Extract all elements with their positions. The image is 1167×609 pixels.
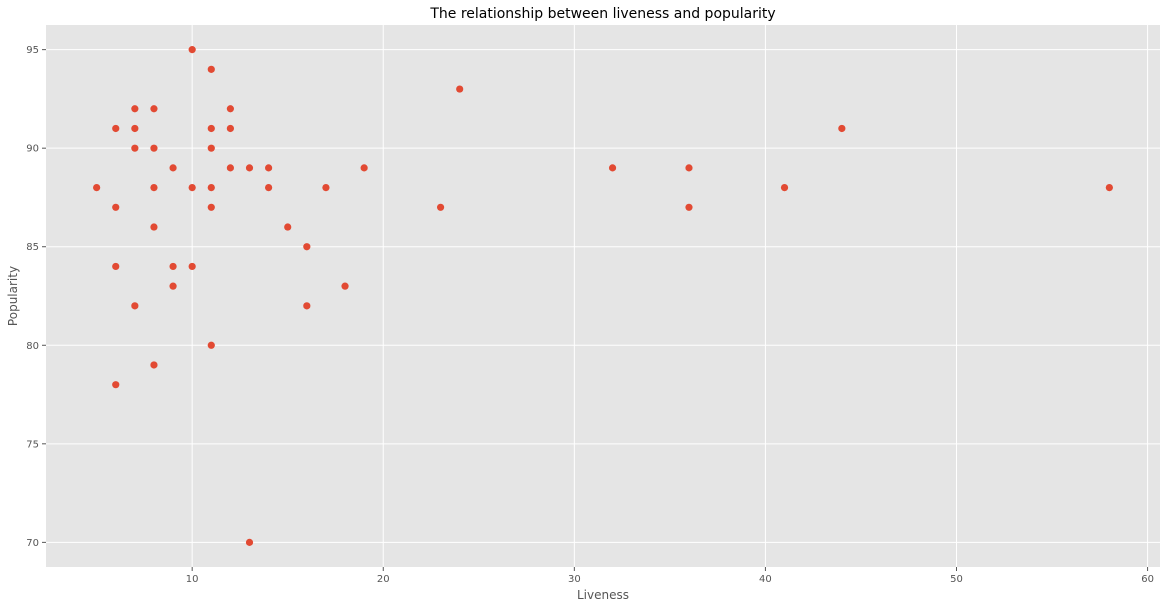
y-axis-label: Popularity — [6, 266, 20, 326]
data-point — [188, 262, 196, 271]
data-point — [169, 164, 177, 172]
data-point — [169, 262, 177, 271]
data-point — [456, 85, 464, 93]
data-point — [245, 164, 254, 172]
y-tick-label: 75 — [26, 439, 39, 450]
chart-title: The relationship between liveness and po… — [429, 6, 775, 22]
data-point — [685, 164, 693, 172]
data-point — [207, 341, 215, 349]
data-point — [341, 282, 349, 290]
data-point — [838, 124, 846, 133]
data-point — [226, 164, 234, 172]
data-point — [93, 184, 101, 192]
data-point — [207, 65, 215, 73]
data-point — [226, 124, 234, 133]
data-point — [207, 144, 215, 152]
grid-lines — [46, 25, 1160, 567]
data-point — [150, 144, 158, 152]
x-tick-label: 30 — [568, 574, 581, 585]
data-point — [150, 361, 158, 369]
data-point — [303, 243, 311, 251]
y-tick-label: 95 — [26, 45, 39, 56]
data-point — [169, 282, 177, 290]
data-point — [436, 203, 445, 211]
data-point — [284, 223, 292, 231]
data-point — [360, 164, 368, 172]
data-point — [188, 46, 196, 54]
y-axis: 70 75 80 85 90 95 — [26, 45, 46, 549]
x-tick-label: 60 — [1141, 574, 1154, 585]
data-point — [188, 184, 196, 192]
x-tick-label: 40 — [759, 574, 772, 585]
data-point — [780, 184, 789, 192]
data-point — [131, 105, 139, 113]
data-point — [226, 105, 234, 113]
x-axis-label: Liveness — [577, 588, 629, 602]
data-point — [150, 184, 158, 192]
data-point — [112, 381, 120, 389]
data-point — [112, 124, 120, 133]
data-point — [322, 184, 330, 192]
data-point — [1105, 184, 1113, 192]
data-point — [245, 538, 254, 546]
data-point — [150, 105, 158, 113]
data-point — [685, 203, 693, 211]
x-tick-label: 20 — [377, 574, 390, 585]
data-point — [207, 203, 215, 211]
data-point — [112, 203, 120, 211]
y-tick-label: 70 — [26, 538, 39, 549]
data-point — [207, 184, 215, 192]
data-point — [303, 302, 311, 310]
y-tick-label: 90 — [26, 144, 39, 155]
data-point — [265, 184, 273, 192]
y-tick-label: 80 — [26, 341, 39, 352]
x-tick-label: 10 — [186, 574, 199, 585]
data-point — [608, 164, 617, 172]
x-axis: 10 20 30 40 50 60 — [186, 567, 1154, 585]
y-tick-label: 85 — [26, 242, 39, 253]
data-point — [131, 124, 139, 133]
data-point — [265, 164, 273, 172]
data-point — [150, 223, 158, 231]
data-points — [93, 46, 1113, 546]
data-point — [131, 144, 139, 152]
x-tick-label: 50 — [950, 574, 963, 585]
data-point — [207, 124, 215, 133]
data-point — [131, 302, 139, 310]
data-point — [112, 262, 120, 271]
plot-area — [46, 25, 1160, 567]
